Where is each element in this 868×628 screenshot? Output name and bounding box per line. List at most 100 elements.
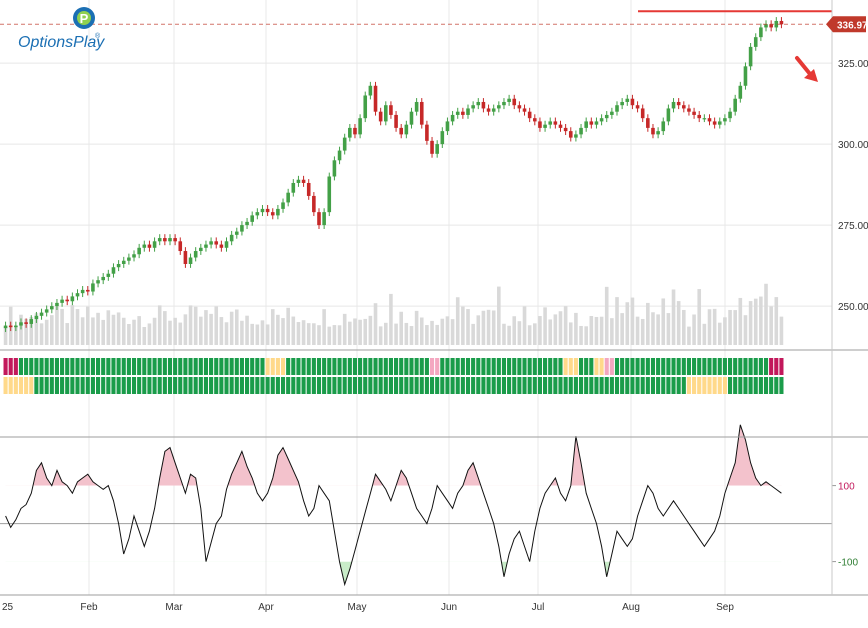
ribbon-cell: [80, 377, 85, 394]
candle-body: [707, 118, 712, 122]
ribbon-cell: [24, 377, 29, 394]
ribbon-cell: [609, 377, 614, 394]
candle: [152, 237, 157, 252]
ribbon-cell: [614, 377, 620, 394]
ribbon-cell: [198, 358, 203, 375]
ribbon-cell: [85, 358, 90, 375]
volume-bar: [55, 305, 59, 345]
candle-body: [666, 108, 671, 122]
volume-bar: [389, 293, 393, 345]
ribbon-cell: [142, 377, 147, 394]
ribbon-cell: [409, 377, 414, 394]
ribbon-cell: [85, 377, 90, 394]
volume-bar: [738, 297, 743, 345]
ribbon-cell: [625, 358, 630, 375]
ribbon-cell: [666, 358, 671, 375]
candle-body: [137, 247, 141, 255]
volume-bar: [281, 318, 285, 345]
volume-bar: [517, 321, 522, 345]
volume-bar: [589, 316, 594, 345]
ribbon-cell: [537, 377, 542, 394]
volume-bar: [91, 317, 95, 345]
candle: [538, 117, 542, 132]
volume-bar: [312, 323, 316, 345]
candle-body: [281, 202, 285, 209]
candle-body: [265, 208, 270, 213]
candle-body: [404, 124, 409, 135]
candle-body: [615, 105, 619, 112]
candle-body: [630, 98, 635, 106]
volume-layer: [3, 283, 784, 345]
ribbon-cell: [116, 377, 121, 394]
ribbon-cell: [543, 358, 548, 375]
candle: [337, 146, 342, 165]
ribbon-cell: [239, 377, 244, 394]
candle-body: [656, 131, 660, 135]
candle: [389, 101, 393, 119]
candle-body: [502, 101, 506, 106]
ribbon-cell: [96, 358, 101, 375]
candle-body: [486, 108, 491, 112]
ribbon-cell: [692, 358, 697, 375]
ribbon-cell: [137, 377, 142, 394]
volume-bar: [50, 315, 54, 345]
ribbon-cell: [522, 358, 527, 375]
ribbon-cell: [645, 358, 650, 375]
volume-bar: [476, 315, 481, 345]
ribbon-cell: [337, 377, 342, 394]
ribbon-cell: [296, 358, 301, 375]
volume-bar: [599, 316, 604, 345]
ribbon-cell: [491, 377, 496, 394]
candle: [702, 114, 707, 123]
candle: [712, 117, 717, 129]
candle: [635, 101, 640, 113]
candle-body: [620, 101, 624, 106]
ribbon-cell: [65, 358, 70, 375]
candle-body: [461, 111, 465, 115]
ribbon-cell: [270, 358, 275, 375]
x-tick-label: Sep: [716, 602, 734, 613]
candle-body: [91, 283, 95, 292]
candle: [574, 130, 578, 142]
volume-bar: [769, 306, 773, 345]
volume-bar: [774, 297, 779, 345]
ribbon-cell: [671, 358, 676, 375]
volume-bar: [759, 296, 763, 345]
volume-bar: [368, 315, 373, 345]
candle-body: [301, 179, 306, 183]
volume-bar: [332, 325, 337, 345]
ribbon-cell: [121, 377, 126, 394]
candle: [599, 114, 604, 126]
candle: [625, 94, 630, 106]
ribbon-cell: [167, 358, 173, 375]
logo-text: OptionsPlay: [18, 34, 105, 51]
volume-bar: [70, 305, 75, 345]
ribbon-cell: [250, 377, 255, 394]
candle-body: [342, 137, 347, 151]
ribbon-cell: [589, 358, 594, 375]
volume-bar: [507, 325, 511, 345]
candle: [286, 188, 290, 207]
volume-bar: [224, 322, 229, 345]
candle-body: [132, 254, 136, 258]
ribbon-cell: [604, 358, 609, 375]
candle: [414, 98, 419, 116]
candle-body: [738, 85, 743, 99]
candle-body: [234, 231, 239, 235]
x-tick-label: May: [348, 602, 367, 613]
candle-body: [157, 238, 162, 242]
y-tick-label: 250.00: [838, 302, 868, 313]
candle-layer: [0, 10, 832, 333]
ribbon-cell: [131, 358, 137, 375]
candle-body: [70, 296, 75, 302]
ribbon-cell: [661, 377, 666, 394]
volume-bar: [358, 319, 362, 345]
ribbon-cell: [198, 377, 203, 394]
ribbon-cell: [137, 358, 142, 375]
candle-body: [471, 105, 475, 109]
ribbon-cell: [650, 377, 656, 394]
ribbon-cell: [584, 358, 589, 375]
ribbon-cell: [342, 358, 347, 375]
candle: [373, 81, 378, 116]
volume-bar: [743, 315, 748, 345]
